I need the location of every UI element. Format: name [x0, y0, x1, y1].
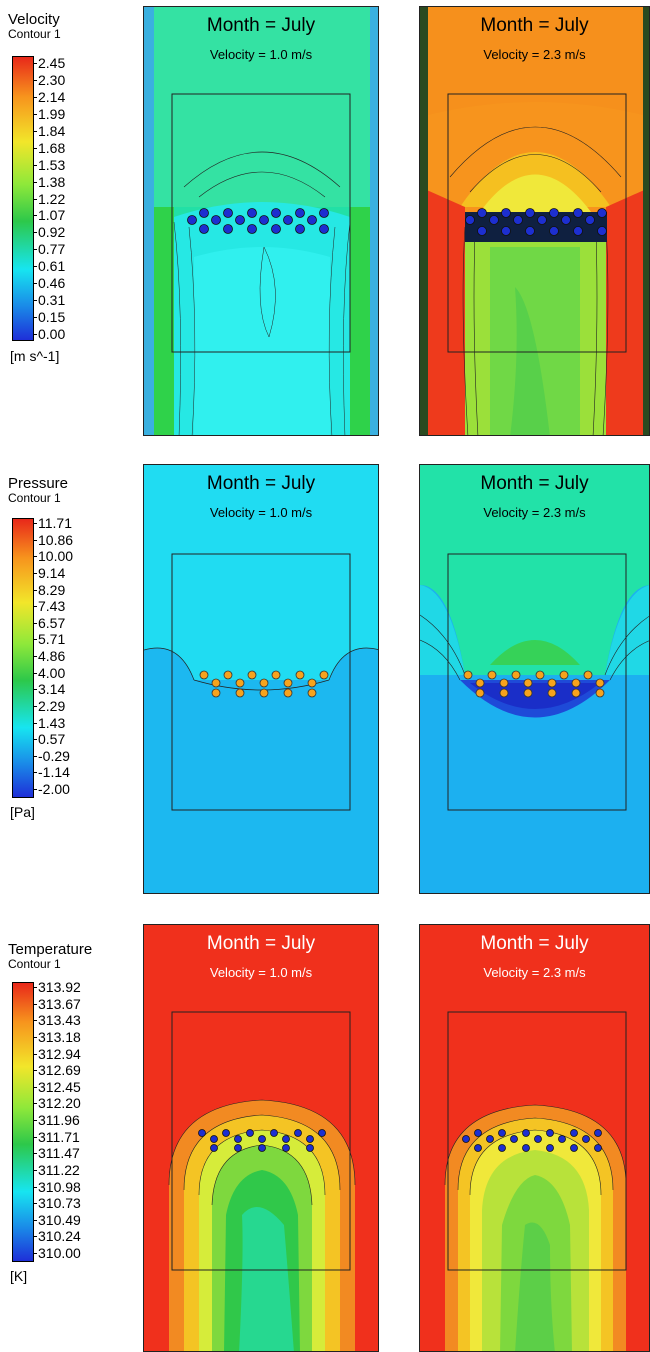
- velocity-tick-label: 1.38: [32, 173, 66, 190]
- velocity-panel-2-subtitle: Velocity = 2.3 m/s: [483, 47, 586, 62]
- temperature-legend-title: Temperature: [8, 941, 93, 958]
- velocity-legend: Velocity Contour 1 2.45 2.30 2.14 1.99 1.84 1…: [8, 11, 128, 364]
- temperature-tick-label: 313.92: [33, 979, 81, 995]
- velocity-tick-label: 1.22: [32, 190, 66, 207]
- velocity-tubes-2: [465, 208, 607, 236]
- velocity-legend-subtitle: Contour 1: [8, 27, 61, 41]
- temperature-panel-2: Month = July Velocity = 2.3 m/s: [419, 924, 650, 1352]
- velocity-tubes-1: [187, 208, 329, 234]
- velocity-unit: [m s^-1]: [10, 348, 60, 364]
- velocity-tick-label: 2.30: [32, 71, 66, 88]
- velocity-tick-label: 0.77: [32, 241, 66, 258]
- pressure-tick-label: 1.43: [32, 714, 66, 731]
- velocity-field-1: [144, 7, 378, 435]
- pressure-tick-label: -2.00: [33, 781, 70, 797]
- pressure-field-1: [144, 465, 378, 893]
- temperature-panel-1: Month = July Velocity = 1.0 m/s: [143, 924, 379, 1352]
- temperature-tick-label: 310.49: [33, 1211, 81, 1228]
- temperature-tick-label: 310.24: [33, 1228, 81, 1245]
- temperature-tick-label: 313.67: [33, 995, 81, 1012]
- pressure-row: Pressure Contour 1 11.71 10.86 10.00 9.14 8.…: [0, 458, 650, 898]
- velocity-panel-1: Month = July Velocity = 1.0 m/s: [143, 6, 379, 436]
- velocity-row: Velocity Contour 1 2.45 2.30 2.14 1.99 1.84 1…: [0, 0, 650, 440]
- temperature-field-1: [144, 925, 378, 1351]
- temperature-tick-label: 311.96: [33, 1112, 80, 1128]
- temperature-tick-label: 310.73: [33, 1195, 81, 1212]
- pressure-tick-label: -0.29: [33, 747, 70, 764]
- temperature-tick-label: 311.71: [33, 1128, 80, 1145]
- pressure-tick-label: 6.57: [32, 614, 66, 631]
- velocity-tick-label: 1.84: [32, 122, 66, 139]
- temperature-panel-2-subtitle: Velocity = 2.3 m/s: [483, 965, 586, 980]
- pressure-colorbar: [12, 518, 34, 798]
- velocity-tick-label: 2.45: [32, 55, 66, 71]
- velocity-tick-label: 0.46: [32, 275, 66, 292]
- velocity-panel-2-title: Month = July: [480, 15, 589, 36]
- temperature-tick-label: 313.43: [33, 1012, 81, 1029]
- pressure-panel-2-subtitle: Velocity = 2.3 m/s: [483, 505, 586, 520]
- temperature-tick-label: 310.98: [33, 1178, 81, 1195]
- pressure-panel-2-title: Month = July: [480, 473, 589, 494]
- pressure-tick-label: 2.29: [32, 697, 66, 714]
- velocity-tick-label: 0.15: [32, 309, 66, 326]
- pressure-legend: Pressure Contour 1 11.71 10.86 10.00 9.14 8.…: [8, 475, 128, 820]
- temperature-unit: [K]: [10, 1268, 28, 1284]
- velocity-tick-label: 1.68: [32, 139, 66, 156]
- temperature-tick-label: 312.69: [33, 1062, 81, 1079]
- pressure-tick-label: -1.14: [33, 764, 70, 781]
- velocity-field-2: [420, 7, 649, 435]
- pressure-tick-label: 5.71: [32, 631, 66, 648]
- pressure-unit: [Pa]: [10, 804, 35, 820]
- temperature-tick-label: 312.94: [33, 1045, 81, 1062]
- pressure-tubes-2: [463, 670, 605, 698]
- pressure-panel-2: Month = July Velocity = 2.3 m/s: [419, 464, 650, 894]
- pressure-panel-1-subtitle: Velocity = 1.0 m/s: [209, 505, 313, 520]
- temperature-panel-2-title: Month = July: [480, 933, 589, 954]
- pressure-legend-subtitle: Contour 1: [8, 491, 61, 505]
- temperature-tick-label: 311.47: [33, 1145, 80, 1162]
- pressure-tick-label: 11.71: [33, 515, 72, 531]
- velocity-colorbar: [12, 56, 34, 341]
- velocity-tick-label: 0.00: [32, 326, 66, 342]
- velocity-tick-label: 1.07: [32, 207, 66, 224]
- velocity-tick-label: 1.53: [32, 156, 66, 173]
- temperature-legend-subtitle: Contour 1: [8, 957, 61, 971]
- velocity-panel-1-title: Month = July: [206, 15, 316, 36]
- velocity-tick-label: 0.31: [32, 292, 66, 309]
- temperature-tick-label: 312.20: [33, 1095, 81, 1112]
- temperature-colorbar: [12, 982, 34, 1262]
- velocity-legend-title: Velocity: [8, 11, 60, 28]
- velocity-tick-label: 0.61: [32, 258, 66, 275]
- pressure-panel-1-title: Month = July: [206, 473, 316, 494]
- pressure-panel-1: Month = July Velocity = 1.0 m/s: [143, 464, 379, 894]
- temperature-tubes-1: [198, 1129, 326, 1152]
- temperature-tick-label: 310.00: [33, 1245, 81, 1261]
- temperature-legend: Temperature Contour 1 313.92 313.67 313.43…: [8, 941, 128, 1284]
- pressure-tick-label: 10.86: [32, 531, 74, 548]
- pressure-legend-title: Pressure: [8, 475, 69, 492]
- velocity-tick-label: 1.99: [32, 105, 66, 122]
- velocity-panel-1-subtitle: Velocity = 1.0 m/s: [209, 47, 313, 62]
- temperature-tubes-2: [462, 1129, 602, 1152]
- pressure-tubes-1: [199, 670, 329, 698]
- pressure-tick-label: 4.00: [32, 664, 66, 681]
- pressure-tick-label: 3.14: [32, 681, 66, 698]
- temperature-tick-label: 312.45: [33, 1078, 81, 1095]
- velocity-tick-label: 2.14: [32, 88, 66, 105]
- velocity-tick-label: 0.92: [32, 224, 66, 241]
- temperature-panel-1-title: Month = July: [206, 933, 316, 954]
- temperature-field-2: [420, 925, 649, 1351]
- temperature-tick-label: 311.22: [33, 1161, 80, 1178]
- pressure-tick-label: 8.29: [32, 581, 66, 598]
- temperature-row: Temperature Contour 1 313.92 313.67 313.43…: [0, 916, 650, 1352]
- pressure-tick-label: 7.43: [32, 598, 66, 615]
- temperature-panel-1-subtitle: Velocity = 1.0 m/s: [209, 965, 313, 980]
- pressure-tick-label: 9.14: [32, 564, 66, 581]
- velocity-panel-2: Month = July Velocity = 2.3 m/s: [419, 6, 650, 436]
- temperature-tick-label: 313.18: [33, 1028, 81, 1045]
- pressure-tick-label: 10.00: [32, 548, 74, 565]
- pressure-tick-label: 0.57: [32, 731, 66, 748]
- pressure-tick-label: 4.86: [32, 648, 66, 664]
- pressure-field-2: [420, 465, 649, 893]
